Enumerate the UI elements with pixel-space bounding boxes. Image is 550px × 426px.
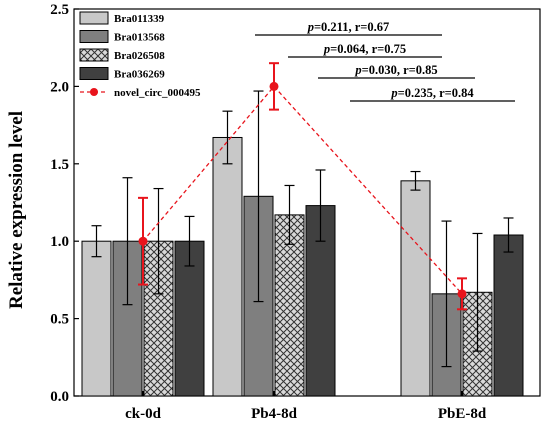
bar-bra011339-ck-0d — [81, 240, 112, 397]
bar-bra011339-pb4-8d — [212, 136, 243, 397]
significance-label: p=0.211, r=0.67 — [307, 20, 390, 34]
x-tick-label: PbE-8d — [438, 406, 487, 422]
significance-value: =0.064, r=0.75 — [330, 42, 406, 56]
legend-label: Bra011339 — [114, 13, 165, 25]
y-tick-label: 0.5 — [50, 312, 69, 328]
y-tick-label: 2.0 — [50, 79, 69, 95]
bar-bra011339-pbe-8d — [400, 180, 431, 397]
legend-label: Bra013568 — [114, 32, 165, 44]
line-point — [269, 81, 279, 91]
x-tick-label: ck-0d — [125, 406, 161, 422]
y-tick-label: 2.5 — [50, 2, 69, 18]
significance-label: p=0.030, r=0.85 — [354, 63, 437, 77]
bar-bra036269-pbe-8d — [493, 234, 524, 397]
y-tick-label: 0.0 — [50, 389, 69, 405]
significance-value: =0.211, r=0.67 — [314, 20, 389, 34]
p-symbol: p — [390, 86, 397, 100]
p-symbol: p — [307, 20, 314, 34]
significance-label: p=0.064, r=0.75 — [323, 42, 406, 56]
legend-label: Bra026508 — [114, 50, 165, 62]
p-symbol: p — [323, 42, 330, 56]
legend-swatch — [79, 67, 109, 80]
line-point — [457, 289, 467, 299]
p-symbol: p — [354, 63, 361, 77]
y-axis-label: Relative expression level — [6, 111, 27, 309]
y-tick-label: 1.0 — [50, 234, 69, 250]
bar-bra026508-pb4-8d — [274, 214, 305, 397]
y-tick-label: 1.5 — [50, 157, 69, 173]
x-tick-label: Pb4-8d — [251, 406, 298, 422]
legend-swatch — [79, 11, 109, 25]
legend-line-marker — [90, 88, 98, 96]
legend-swatch — [79, 48, 109, 62]
significance-value: =0.235, r=0.84 — [398, 86, 475, 100]
significance-value: =0.030, r=0.85 — [362, 63, 438, 77]
legend-label: novel_circ_000495 — [114, 87, 201, 99]
line-point — [138, 236, 148, 246]
legend-swatch — [79, 30, 109, 43]
legend-label: Bra036269 — [114, 69, 165, 81]
significance-label: p=0.235, r=0.84 — [390, 86, 474, 100]
